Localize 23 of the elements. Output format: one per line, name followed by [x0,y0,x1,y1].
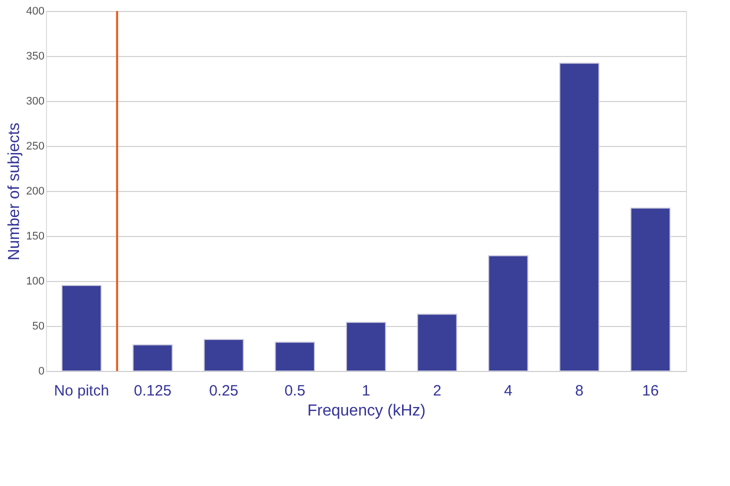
bar [204,339,244,372]
y-tick-label: 50 [32,320,44,332]
y-tick-label: 150 [26,230,44,242]
x-tick-label: 0.125 [134,382,172,400]
x-tick-label: 1 [362,382,370,400]
x-tick-label: 16 [642,382,659,400]
y-tick-label: 300 [26,96,44,108]
x-tick-label: 2 [432,382,442,400]
y-axis-title: Number of subjects [6,122,24,260]
x-tick-label: 8 [575,382,584,400]
y-tick-label: 200 [26,186,44,198]
x-tick-label: 0.5 [284,382,306,400]
x-axis-title: Frequency (kHz) [307,402,426,420]
y-tick-label: 400 [26,6,44,18]
x-tick-label: No pitch [54,382,110,400]
y-tick-label: 250 [26,140,44,152]
y-tick-label: 0 [38,366,44,378]
y-tick-label: 100 [26,276,44,288]
bar [274,342,315,372]
y-tick-label: 350 [26,50,44,62]
x-tick-label: 4 [504,382,512,400]
x-tick-label: 0.25 [209,382,238,400]
bar [132,344,173,372]
